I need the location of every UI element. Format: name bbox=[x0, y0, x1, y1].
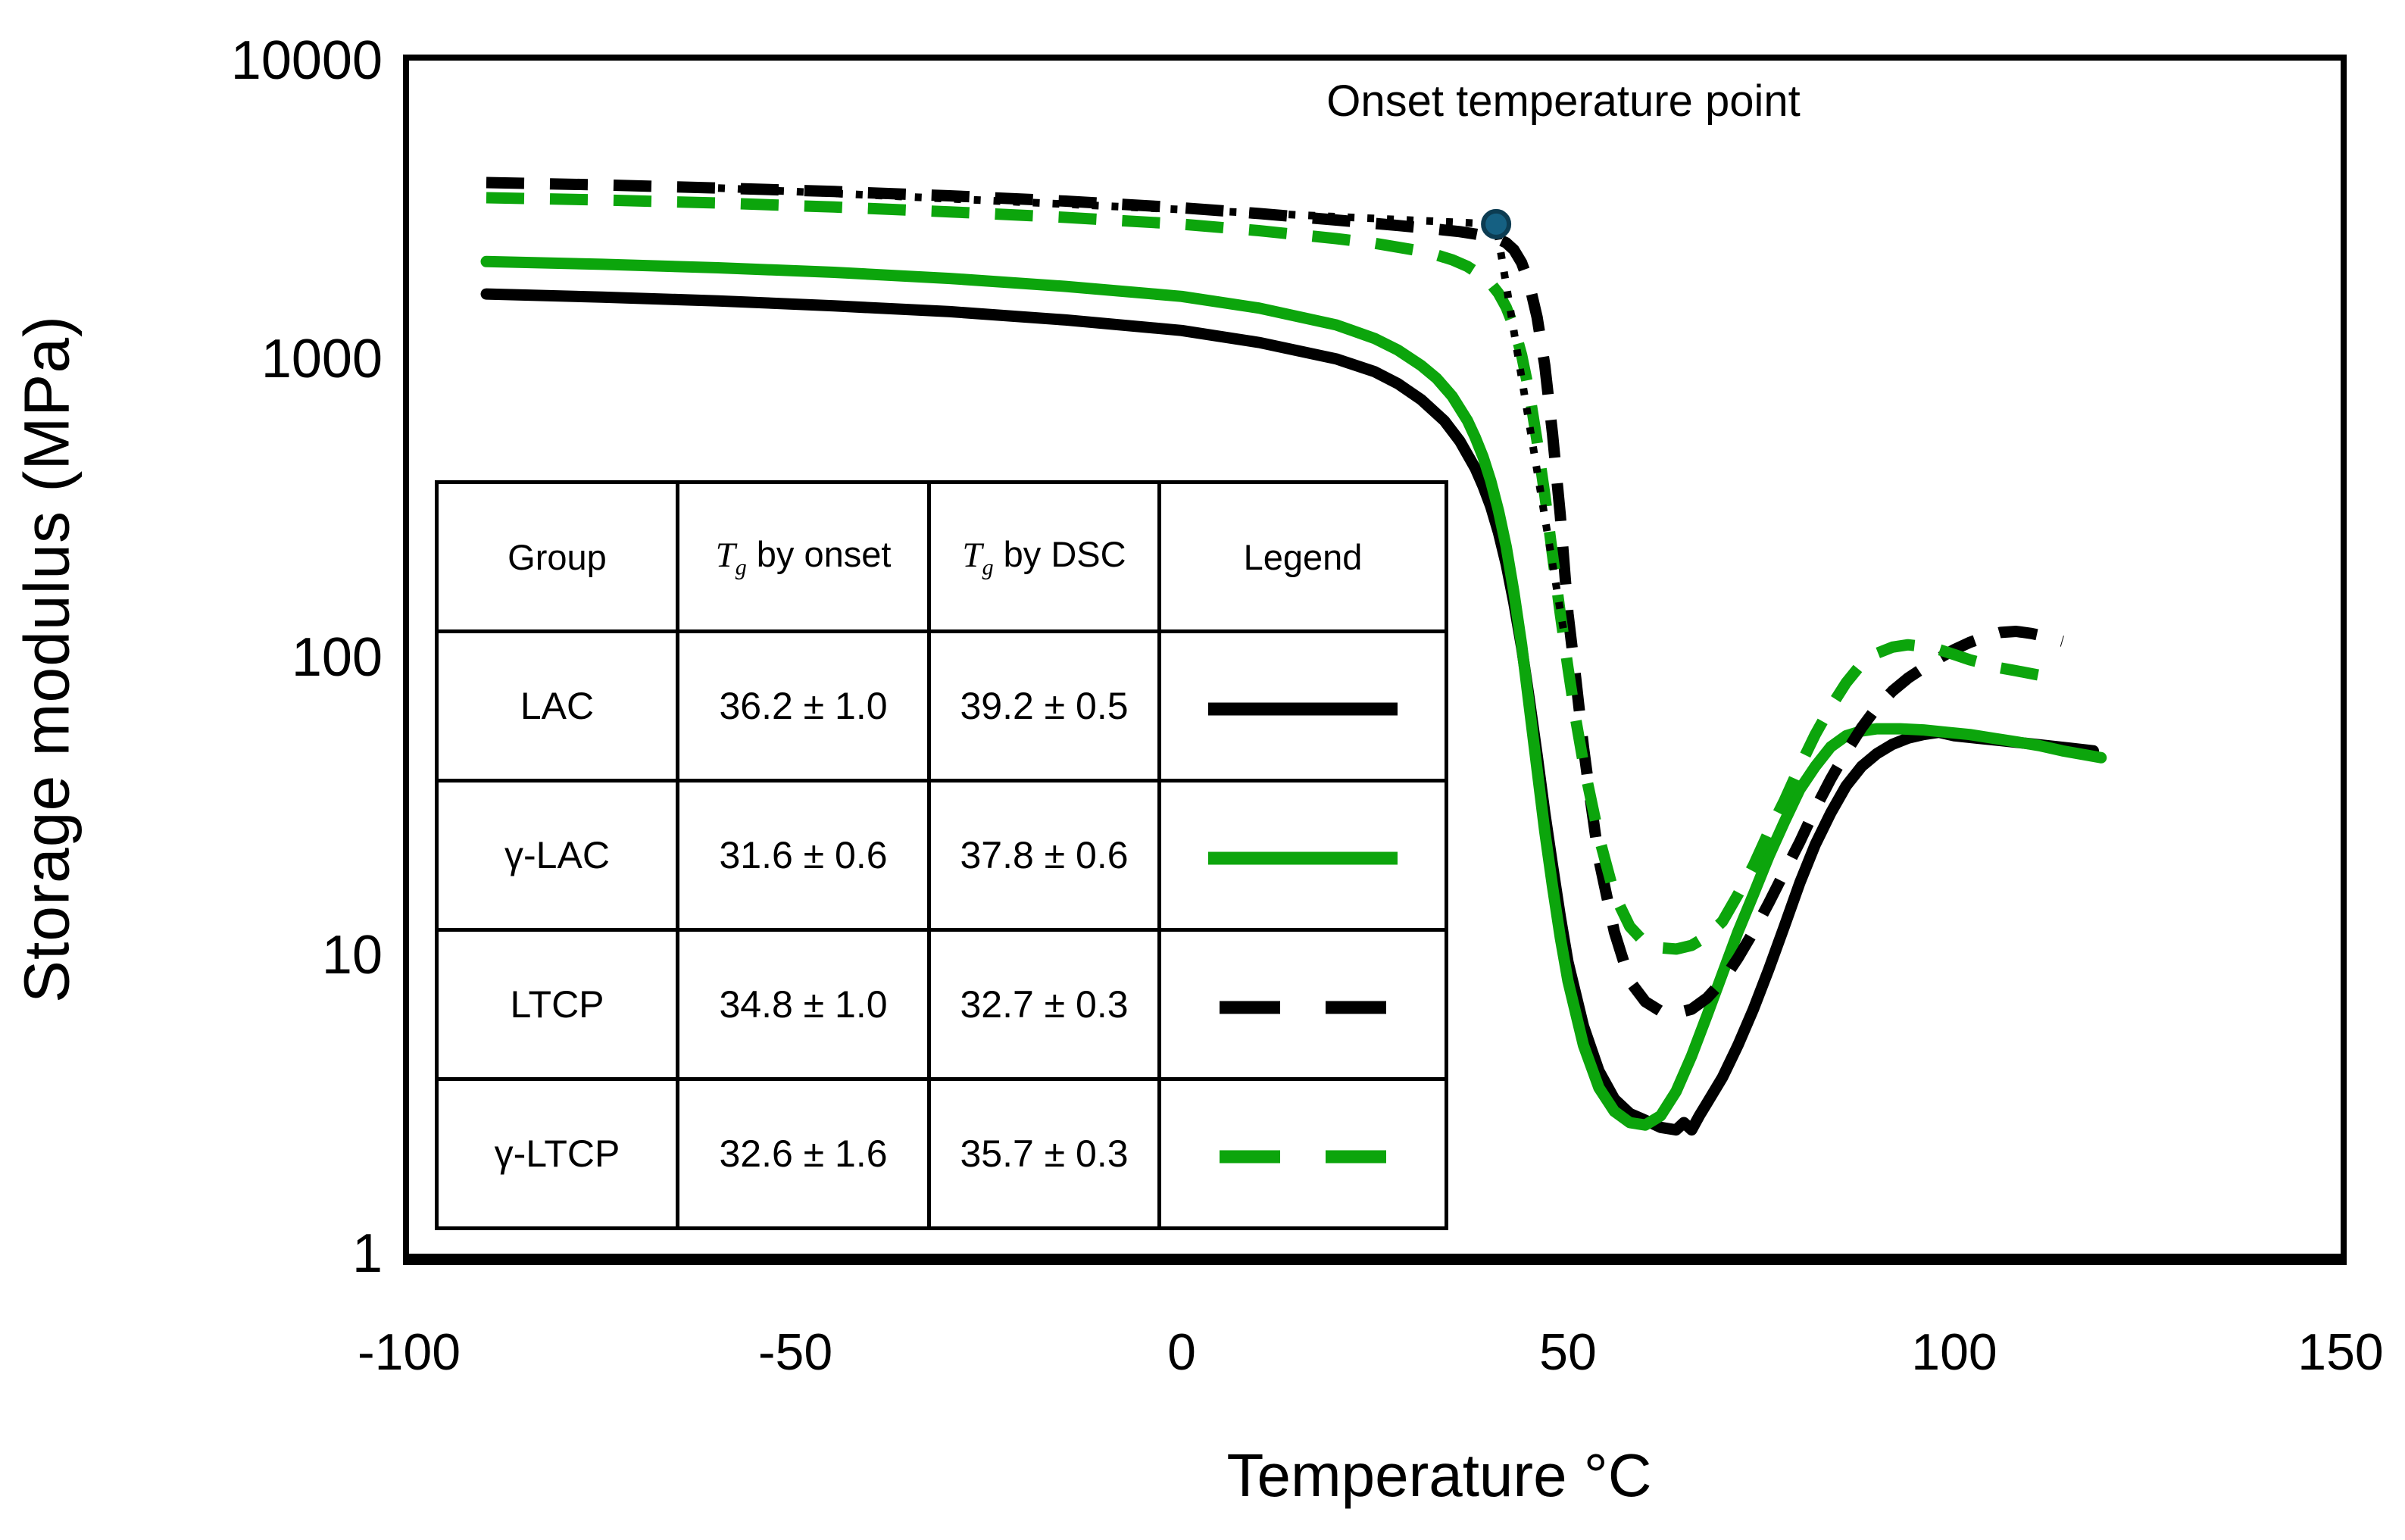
x-tick-label-150: 150 bbox=[2297, 1323, 2384, 1381]
x-tick-label-50: 50 bbox=[1539, 1323, 1597, 1381]
table-cell-g-ltcp-legend bbox=[1157, 1077, 1448, 1230]
table-cell-ltcp-group: LTCP bbox=[435, 928, 679, 1081]
table-cell-lac-group: LAC bbox=[435, 629, 679, 782]
x-tick-label-100: 100 bbox=[1911, 1323, 1997, 1381]
y-tick-label-1000: 1000 bbox=[261, 328, 383, 389]
table-cell-g-lac-group: γ-LAC bbox=[435, 779, 679, 932]
table-header-dsc: Tg by DSC bbox=[927, 480, 1161, 633]
onset-tangent-dotted-line bbox=[717, 184, 1568, 635]
onset-point-marker bbox=[1481, 208, 1512, 239]
table-cell-ltcp-dsc: 32.7 ± 0.3 bbox=[927, 928, 1161, 1081]
table-cell-g-lac-onset: 31.6 ± 0.6 bbox=[676, 779, 931, 932]
table-cell-g-lac-dsc: 37.8 ± 0.6 bbox=[927, 779, 1161, 932]
table-cell-lac-legend bbox=[1157, 629, 1448, 782]
table-cell-g-ltcp-dsc: 35.7 ± 0.3 bbox=[927, 1077, 1161, 1230]
table-cell-ltcp-legend bbox=[1157, 928, 1448, 1081]
table-row-ltcp: LTCP 34.8 ± 1.0 32.7 ± 0.3 bbox=[435, 928, 1448, 1081]
table-cell-g-lac-legend bbox=[1157, 779, 1448, 932]
annotation-onset-label: Onset temperature point bbox=[1326, 77, 1801, 126]
table-header-onset: Tg by onset bbox=[676, 480, 931, 633]
table-header-row: Group Tg by onset Tg by DSC Legend bbox=[435, 480, 1448, 633]
tg-results-table: Group Tg by onset Tg by DSC Legend LAC 36.2 ±… bbox=[435, 480, 1448, 1230]
x-tick-label--50: -50 bbox=[757, 1323, 833, 1381]
x-tick-label--100: -100 bbox=[357, 1323, 461, 1381]
series-line-g-lac bbox=[480, 255, 2107, 1131]
table-header-group: Group bbox=[435, 480, 679, 633]
series-line-g-ltcp bbox=[486, 192, 2063, 955]
x-tick-label-0: 0 bbox=[1167, 1323, 1196, 1381]
table-row-lac: LAC 36.2 ± 1.0 39.2 ± 0.5 bbox=[435, 629, 1448, 782]
curves-svg bbox=[480, 176, 2107, 1136]
table-header-legend: Legend bbox=[1157, 480, 1448, 633]
y-tick-label-1: 1 bbox=[351, 1223, 383, 1284]
y-tick-label-10: 10 bbox=[321, 925, 383, 986]
table-row-g-ltcp: γ-LTCP 32.6 ± 1.6 35.7 ± 0.3 bbox=[435, 1077, 1448, 1230]
series-line-lac bbox=[480, 288, 2100, 1136]
table-row-g-lac: γ-LAC 31.6 ± 0.6 37.8 ± 0.6 bbox=[435, 779, 1448, 932]
table-cell-g-ltcp-group: γ-LTCP bbox=[435, 1077, 679, 1230]
table-cell-g-ltcp-onset: 32.6 ± 1.6 bbox=[676, 1077, 931, 1230]
table-cell-ltcp-onset: 34.8 ± 1.0 bbox=[676, 928, 931, 1081]
x-axis-title: Temperature °C bbox=[1226, 1442, 1652, 1509]
table-cell-lac-dsc: 39.2 ± 0.5 bbox=[927, 629, 1161, 782]
y-axis-title: Storage modulus (MPa) bbox=[11, 314, 83, 1004]
table-cell-lac-onset: 36.2 ± 1.0 bbox=[676, 629, 931, 782]
y-tick-label-100: 100 bbox=[291, 626, 383, 688]
y-tick-label-10000: 10000 bbox=[230, 30, 383, 91]
plot-frame bbox=[403, 55, 2347, 1265]
series-line-ltcp bbox=[486, 176, 2064, 1020]
